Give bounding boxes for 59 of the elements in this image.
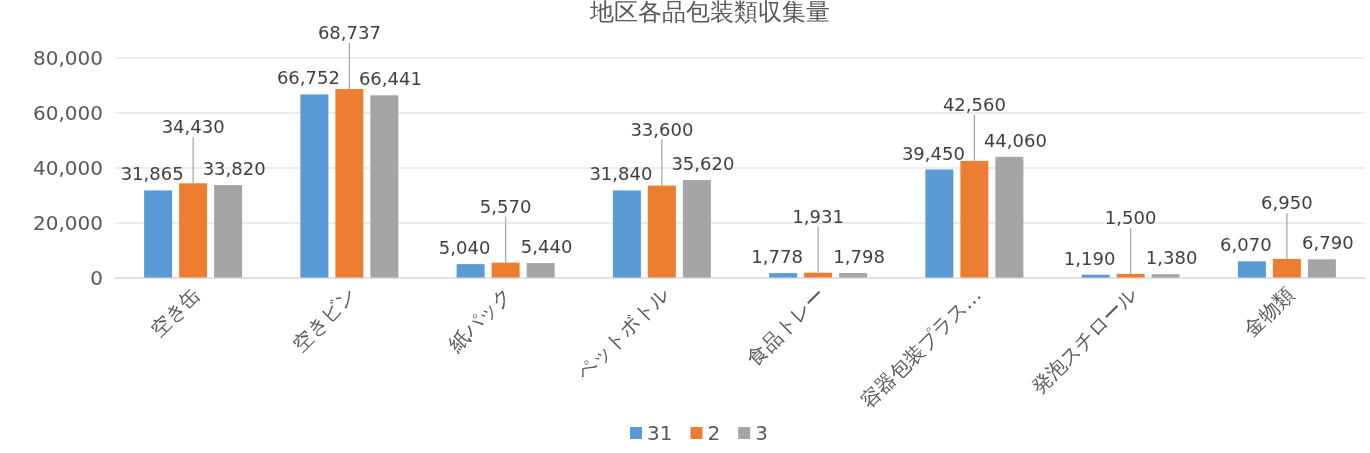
bar bbox=[144, 190, 173, 278]
bar bbox=[491, 262, 520, 278]
data-label: 6,790 bbox=[1302, 232, 1354, 254]
y-tick-label: 40,000 bbox=[33, 156, 103, 180]
bar bbox=[335, 88, 364, 278]
data-label: 6,950 bbox=[1261, 191, 1313, 213]
legend-label: 3 bbox=[755, 421, 768, 445]
y-tick-label: 20,000 bbox=[33, 211, 103, 235]
bar bbox=[1307, 259, 1336, 278]
data-label: 1,380 bbox=[1145, 247, 1198, 269]
x-tick-label: 空き缶 bbox=[145, 282, 205, 342]
y-tick-label: 0 bbox=[90, 266, 103, 290]
data-label: 39,450 bbox=[901, 142, 965, 164]
data-label: 1,190 bbox=[1063, 247, 1116, 269]
data-label: 33,600 bbox=[630, 118, 694, 140]
data-label: 42,560 bbox=[942, 93, 1006, 115]
data-label: 5,440 bbox=[520, 236, 573, 258]
data-label: 5,040 bbox=[438, 237, 491, 259]
data-label: 31,840 bbox=[589, 163, 653, 185]
bar bbox=[300, 94, 329, 278]
data-label: 66,752 bbox=[276, 67, 340, 89]
chart-title: 地区各品包装類収集量 bbox=[589, 0, 830, 26]
x-tick-label: 発泡スチロール bbox=[1026, 282, 1143, 399]
data-label: 6,070 bbox=[1220, 234, 1272, 256]
bar bbox=[612, 190, 641, 278]
x-tick-label: 食品トレー bbox=[741, 282, 830, 371]
bar bbox=[995, 156, 1024, 278]
data-label: 66,441 bbox=[358, 68, 422, 90]
data-label: 1,778 bbox=[751, 246, 803, 268]
data-label: 33,820 bbox=[202, 157, 266, 179]
bar bbox=[1272, 258, 1301, 278]
data-label: 34,430 bbox=[161, 116, 225, 138]
bar bbox=[1237, 261, 1266, 278]
bar bbox=[214, 185, 243, 278]
y-tick-label: 80,000 bbox=[33, 46, 103, 70]
x-tick-label: 空きビン bbox=[287, 282, 361, 357]
bar bbox=[960, 160, 989, 278]
data-label: 1,500 bbox=[1104, 206, 1157, 228]
data-label: 68,737 bbox=[317, 21, 381, 43]
bar bbox=[682, 180, 711, 278]
x-tick-label: 容器包装プラス… bbox=[855, 282, 986, 413]
bar bbox=[370, 95, 399, 278]
bar bbox=[179, 183, 208, 278]
data-label: 5,570 bbox=[479, 195, 532, 217]
legend-label: 2 bbox=[707, 421, 721, 445]
x-tick-label: ペットボトル bbox=[571, 282, 674, 385]
bar bbox=[456, 264, 485, 278]
data-label: 35,620 bbox=[671, 153, 735, 175]
bar bbox=[647, 185, 676, 278]
legend-label: 31 bbox=[647, 421, 673, 445]
bar bbox=[526, 263, 555, 278]
data-label: 44,060 bbox=[983, 129, 1047, 151]
x-tick-label: 紙パック bbox=[443, 282, 518, 357]
bar bbox=[925, 169, 954, 278]
x-tick-label: 金物類 bbox=[1239, 282, 1299, 342]
data-label: 31,865 bbox=[120, 163, 184, 185]
data-label: 1,931 bbox=[792, 205, 844, 227]
y-tick-label: 60,000 bbox=[33, 101, 103, 125]
data-label: 1,798 bbox=[833, 246, 885, 268]
